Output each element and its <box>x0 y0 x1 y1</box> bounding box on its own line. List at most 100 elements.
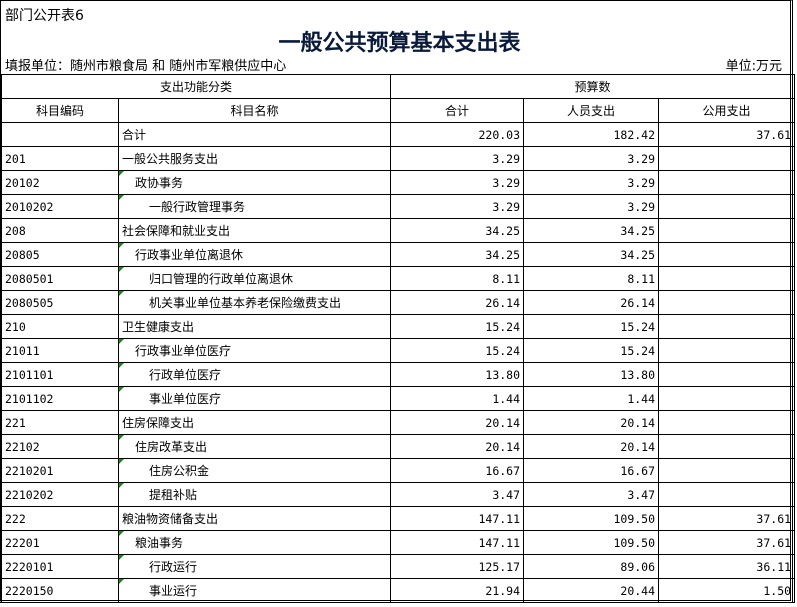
public-cell[interactable] <box>658 194 796 219</box>
code-cell[interactable]: 208 <box>1 218 119 243</box>
code-cell[interactable]: 22102 <box>1 434 119 459</box>
total-cell[interactable]: 20.14 <box>390 410 525 435</box>
public-cell[interactable]: 37.61 <box>658 530 796 555</box>
name-cell[interactable]: 住房改革支出 <box>117 434 392 459</box>
total-cell[interactable]: 3.29 <box>390 170 525 195</box>
name-cell[interactable]: 提租补贴 <box>117 482 392 507</box>
personnel-cell[interactable]: 16.67 <box>523 458 660 483</box>
personnel-cell[interactable]: 3.29 <box>523 194 660 219</box>
public-cell[interactable] <box>658 266 796 291</box>
personnel-cell[interactable]: 109.50 <box>523 506 660 531</box>
total-cell[interactable]: 34.25 <box>390 218 525 243</box>
total-cell[interactable]: 1.44 <box>390 386 525 411</box>
personnel-cell[interactable]: 182.42 <box>523 122 660 147</box>
code-cell[interactable]: 2010202 <box>1 194 119 219</box>
code-cell[interactable]: 2210202 <box>1 482 119 507</box>
personnel-cell[interactable]: 20.44 <box>523 578 660 603</box>
public-cell[interactable] <box>658 338 796 363</box>
name-cell[interactable]: 行政事业单位离退休 <box>117 242 392 267</box>
public-cell[interactable] <box>658 410 796 435</box>
public-cell[interactable]: 36.11 <box>658 554 796 579</box>
name-cell[interactable]: 机关事业单位基本养老保险缴费支出 <box>117 290 392 315</box>
personnel-cell[interactable]: 3.29 <box>523 146 660 171</box>
public-cell[interactable] <box>658 218 796 243</box>
public-cell[interactable] <box>658 434 796 459</box>
public-cell[interactable] <box>658 242 796 267</box>
name-cell[interactable]: 卫生健康支出 <box>117 314 392 339</box>
name-cell[interactable]: 住房保障支出 <box>117 410 392 435</box>
code-cell[interactable]: 201 <box>1 146 119 171</box>
public-cell[interactable] <box>658 146 796 171</box>
personnel-cell[interactable]: 13.80 <box>523 362 660 387</box>
public-cell[interactable]: 1.50 <box>658 578 796 603</box>
code-cell[interactable]: 21011 <box>1 338 119 363</box>
public-cell[interactable] <box>658 170 796 195</box>
personnel-cell[interactable]: 15.24 <box>523 314 660 339</box>
total-cell[interactable]: 125.17 <box>390 554 525 579</box>
code-cell[interactable]: 2220150 <box>1 578 119 603</box>
total-cell[interactable]: 34.25 <box>390 242 525 267</box>
public-cell[interactable] <box>658 458 796 483</box>
personnel-cell[interactable]: 109.50 <box>523 530 660 555</box>
name-cell[interactable]: 社会保障和就业支出 <box>117 218 392 243</box>
total-cell[interactable]: 8.11 <box>390 266 525 291</box>
code-cell[interactable] <box>1 122 119 147</box>
name-cell[interactable]: 粮油物资储备支出 <box>117 506 392 531</box>
name-cell[interactable]: 一般行政管理事务 <box>117 194 392 219</box>
code-cell[interactable]: 2080505 <box>1 290 119 315</box>
public-cell[interactable] <box>658 362 796 387</box>
personnel-cell[interactable]: 34.25 <box>523 242 660 267</box>
public-cell[interactable]: 37.61 <box>658 506 796 531</box>
personnel-cell[interactable]: 8.11 <box>523 266 660 291</box>
name-cell[interactable]: 事业单位医疗 <box>117 386 392 411</box>
personnel-cell[interactable]: 1.44 <box>523 386 660 411</box>
total-cell[interactable]: 3.47 <box>390 482 525 507</box>
personnel-cell[interactable]: 15.24 <box>523 338 660 363</box>
total-cell[interactable]: 3.29 <box>390 146 525 171</box>
name-cell[interactable]: 一般公共服务支出 <box>117 146 392 171</box>
public-cell[interactable] <box>658 482 796 507</box>
personnel-cell[interactable]: 3.47 <box>523 482 660 507</box>
total-cell[interactable]: 147.11 <box>390 506 525 531</box>
total-cell[interactable]: 20.14 <box>390 434 525 459</box>
total-cell[interactable]: 26.14 <box>390 290 525 315</box>
total-cell[interactable]: 3.29 <box>390 194 525 219</box>
code-cell[interactable]: 210 <box>1 314 119 339</box>
personnel-cell[interactable]: 20.14 <box>523 434 660 459</box>
personnel-cell[interactable]: 89.06 <box>523 554 660 579</box>
name-cell[interactable]: 行政运行 <box>117 554 392 579</box>
code-cell[interactable]: 2210201 <box>1 458 119 483</box>
code-cell[interactable]: 20805 <box>1 242 119 267</box>
total-cell[interactable]: 220.03 <box>390 122 525 147</box>
personnel-cell[interactable]: 20.14 <box>523 410 660 435</box>
total-cell[interactable]: 21.94 <box>390 578 525 603</box>
name-cell[interactable]: 事业运行 <box>117 578 392 603</box>
public-cell[interactable] <box>658 290 796 315</box>
total-cell[interactable]: 15.24 <box>390 314 525 339</box>
personnel-cell[interactable]: 34.25 <box>523 218 660 243</box>
code-cell[interactable]: 2101101 <box>1 362 119 387</box>
code-cell[interactable]: 20102 <box>1 170 119 195</box>
public-cell[interactable] <box>658 314 796 339</box>
name-cell[interactable]: 粮油事务 <box>117 530 392 555</box>
personnel-cell[interactable]: 3.29 <box>523 170 660 195</box>
code-cell[interactable]: 2220101 <box>1 554 119 579</box>
personnel-cell[interactable]: 26.14 <box>523 290 660 315</box>
public-cell[interactable]: 37.61 <box>658 122 796 147</box>
total-cell[interactable]: 147.11 <box>390 530 525 555</box>
name-cell[interactable]: 合计 <box>117 122 392 147</box>
name-cell[interactable]: 行政事业单位医疗 <box>117 338 392 363</box>
code-cell[interactable]: 2101102 <box>1 386 119 411</box>
name-cell[interactable]: 政协事务 <box>117 170 392 195</box>
total-cell[interactable]: 16.67 <box>390 458 525 483</box>
name-cell[interactable]: 住房公积金 <box>117 458 392 483</box>
total-cell[interactable]: 13.80 <box>390 362 525 387</box>
code-cell[interactable]: 22201 <box>1 530 119 555</box>
code-cell[interactable]: 221 <box>1 410 119 435</box>
name-cell[interactable]: 归口管理的行政单位离退休 <box>117 266 392 291</box>
code-cell[interactable]: 2080501 <box>1 266 119 291</box>
name-cell[interactable]: 行政单位医疗 <box>117 362 392 387</box>
public-cell[interactable] <box>658 386 796 411</box>
total-cell[interactable]: 15.24 <box>390 338 525 363</box>
code-cell[interactable]: 222 <box>1 506 119 531</box>
